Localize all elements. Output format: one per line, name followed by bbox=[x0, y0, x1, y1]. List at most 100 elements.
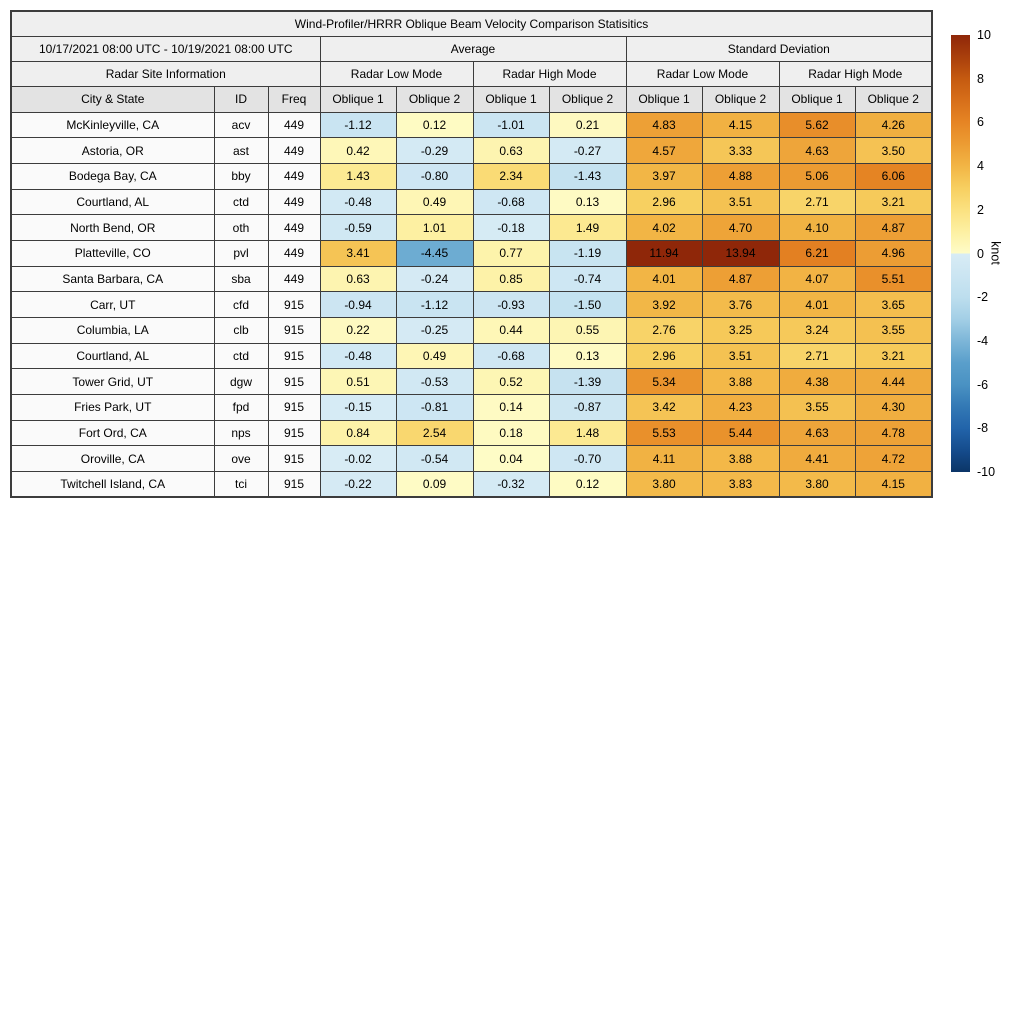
value-cell: 4.44 bbox=[854, 368, 933, 396]
freq-cell: 915 bbox=[267, 419, 321, 447]
value-cell: 3.80 bbox=[778, 471, 856, 498]
city-cell: North Bend, OR bbox=[10, 214, 215, 241]
value-cell: -0.02 bbox=[319, 445, 397, 473]
value-cell: 3.88 bbox=[701, 368, 780, 396]
value-cell: 4.30 bbox=[854, 394, 933, 421]
value-cell: -0.54 bbox=[395, 445, 474, 473]
column-header-row: City & State ID Freq Oblique 1 Oblique 2… bbox=[10, 85, 933, 113]
value-cell: 2.54 bbox=[395, 419, 474, 447]
value-cell: 0.63 bbox=[319, 265, 397, 293]
city-cell: Santa Barbara, CA bbox=[10, 265, 215, 293]
colorbar-tick-label: 2 bbox=[977, 202, 984, 217]
value-cell: -0.24 bbox=[395, 265, 474, 293]
value-cell: -4.45 bbox=[395, 239, 474, 267]
stddev-group-header: Standard Deviation bbox=[625, 35, 933, 62]
value-cell: 0.14 bbox=[472, 394, 550, 421]
value-cell: -0.32 bbox=[472, 471, 550, 498]
value-cell: 2.76 bbox=[625, 317, 703, 344]
table-row: Tower Grid, UT dgw 915 0.51 -0.53 0.52 -1.39 5.… bbox=[10, 368, 933, 396]
table-row: Fort Ord, CA nps 915 0.84 2.54 0.18 1.48 5.53 5.… bbox=[10, 419, 933, 447]
value-cell: 0.44 bbox=[472, 317, 550, 344]
value-cell: 4.63 bbox=[778, 137, 856, 164]
value-cell: -0.53 bbox=[395, 368, 474, 396]
value-cell: -0.93 bbox=[472, 291, 550, 318]
value-cell: 3.55 bbox=[778, 394, 856, 421]
city-cell: Twitchell Island, CA bbox=[10, 471, 215, 498]
value-cell: 4.72 bbox=[854, 445, 933, 473]
colorbar-tick-label: -2 bbox=[977, 289, 989, 304]
sd-high-mode-header: Radar High Mode bbox=[778, 60, 933, 87]
value-cell: 4.87 bbox=[701, 265, 780, 293]
value-cell: 4.01 bbox=[625, 265, 703, 293]
value-cell: 4.01 bbox=[778, 291, 856, 318]
city-cell: Fort Ord, CA bbox=[10, 419, 215, 447]
avg-high-mode-header: Radar High Mode bbox=[472, 60, 627, 87]
freq-cell: 449 bbox=[267, 137, 321, 164]
value-cell: -0.25 bbox=[395, 317, 474, 344]
value-cell: 3.21 bbox=[854, 188, 933, 216]
value-cell: 3.55 bbox=[854, 317, 933, 344]
colorbar-tick-label: -10 bbox=[977, 464, 996, 479]
colorbar-tick-label: 4 bbox=[977, 158, 984, 173]
value-cell: 3.65 bbox=[854, 291, 933, 318]
oblique-2-header: Oblique 2 bbox=[548, 85, 627, 113]
value-cell: -0.94 bbox=[319, 291, 397, 318]
value-cell: 1.49 bbox=[548, 214, 627, 241]
value-cell: 0.85 bbox=[472, 265, 550, 293]
value-cell: 4.15 bbox=[701, 111, 780, 139]
value-cell: 4.10 bbox=[778, 214, 856, 241]
value-cell: 0.52 bbox=[472, 368, 550, 396]
freq-cell: 449 bbox=[267, 162, 321, 190]
value-cell: -1.50 bbox=[548, 291, 627, 318]
value-cell: 0.09 bbox=[395, 471, 474, 498]
value-cell: 2.96 bbox=[625, 188, 703, 216]
value-cell: 5.51 bbox=[854, 265, 933, 293]
value-cell: 0.84 bbox=[319, 419, 397, 447]
colorbar-tick-label: 8 bbox=[977, 71, 984, 86]
value-cell: -0.29 bbox=[395, 137, 474, 164]
oblique-1-header: Oblique 1 bbox=[319, 85, 397, 113]
id-cell: tci bbox=[213, 471, 269, 498]
value-cell: 0.12 bbox=[395, 111, 474, 139]
table-row: Twitchell Island, CA tci 915 -0.22 0.09 -0.32… bbox=[10, 471, 933, 498]
table-row: Astoria, OR ast 449 0.42 -0.29 0.63 -0.27 4.57 3… bbox=[10, 137, 933, 164]
colorbar-tick-label: -8 bbox=[977, 421, 989, 436]
id-cell: ove bbox=[213, 445, 269, 473]
value-cell: 3.92 bbox=[625, 291, 703, 318]
city-cell: Carr, UT bbox=[10, 291, 215, 318]
value-cell: -0.59 bbox=[319, 214, 397, 241]
table-row: Platteville, CO pvl 449 3.41 -4.45 0.77 -1.19 1… bbox=[10, 239, 933, 267]
value-cell: 0.13 bbox=[548, 188, 627, 216]
id-cell: cfd bbox=[213, 291, 269, 318]
value-cell: 13.94 bbox=[701, 239, 780, 267]
oblique-2-header: Oblique 2 bbox=[395, 85, 474, 113]
value-cell: 0.49 bbox=[395, 342, 474, 370]
value-cell: 1.48 bbox=[548, 419, 627, 447]
city-cell: Oroville, CA bbox=[10, 445, 215, 473]
value-cell: 2.71 bbox=[778, 342, 856, 370]
avg-low-mode-header: Radar Low Mode bbox=[319, 60, 474, 87]
value-cell: 3.51 bbox=[701, 188, 780, 216]
oblique-2-header: Oblique 2 bbox=[701, 85, 780, 113]
value-cell: 3.41 bbox=[319, 239, 397, 267]
city-cell: Fries Park, UT bbox=[10, 394, 215, 421]
value-cell: -0.70 bbox=[548, 445, 627, 473]
oblique-2-header: Oblique 2 bbox=[854, 85, 933, 113]
value-cell: -0.48 bbox=[319, 188, 397, 216]
value-cell: 3.88 bbox=[701, 445, 780, 473]
group-row-2: Radar Site Information Radar Low Mode Ra… bbox=[10, 60, 933, 87]
value-cell: -0.68 bbox=[472, 342, 550, 370]
average-group-header: Average bbox=[319, 35, 627, 62]
value-cell: 3.25 bbox=[701, 317, 780, 344]
value-cell: 4.38 bbox=[778, 368, 856, 396]
value-cell: 3.80 bbox=[625, 471, 703, 498]
value-cell: 3.24 bbox=[778, 317, 856, 344]
value-cell: -0.18 bbox=[472, 214, 550, 241]
value-cell: -0.74 bbox=[548, 265, 627, 293]
table-row: Bodega Bay, CA bby 449 1.43 -0.80 2.34 -1.43 3.… bbox=[10, 162, 933, 190]
value-cell: 5.44 bbox=[701, 419, 780, 447]
value-cell: 4.15 bbox=[854, 471, 933, 498]
value-cell: 0.42 bbox=[319, 137, 397, 164]
city-cell: Courtland, AL bbox=[10, 342, 215, 370]
